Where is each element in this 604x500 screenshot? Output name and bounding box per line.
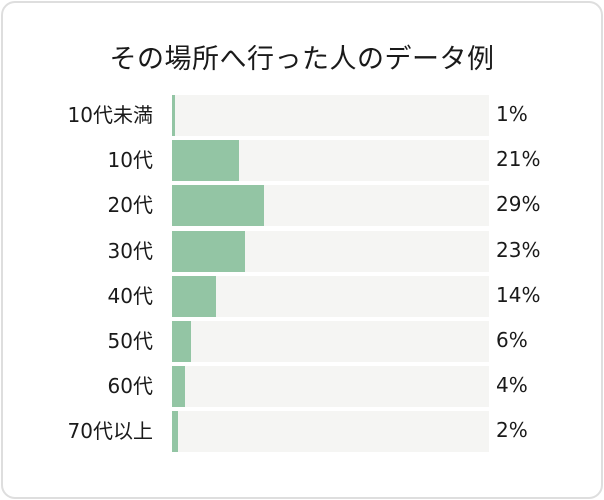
bar-row: 40代 14% [3, 275, 604, 317]
bar [172, 366, 185, 408]
category-label: 10代 [107, 148, 153, 173]
bar [172, 320, 192, 362]
value-label: 1% [496, 102, 528, 126]
bar-row: 10代未満 1% [3, 95, 604, 136]
bar [172, 275, 217, 317]
bar-track [172, 230, 489, 272]
category-label: 10代未満 [67, 103, 153, 127]
bar-rows: 10代未満 1% 10代 21% 20代 29% 30代 23% 40代 14%… [3, 95, 604, 457]
bar-row: 60代 4% [3, 366, 604, 408]
category-label: 30代 [107, 238, 153, 263]
bar-track [172, 411, 489, 453]
value-label: 21% [496, 147, 541, 172]
bar-row: 10代 21% [3, 140, 604, 182]
bar-track [172, 275, 489, 317]
bar-row: 30代 23% [3, 230, 604, 272]
value-label: 23% [496, 237, 541, 262]
category-label: 50代 [107, 328, 153, 353]
bar-track [172, 140, 489, 182]
bar-track [172, 366, 489, 408]
value-label: 14% [496, 282, 541, 307]
category-label: 60代 [107, 374, 153, 399]
bar [172, 140, 239, 182]
bar-row: 70代以上 2% [3, 411, 604, 453]
bar [172, 95, 176, 136]
value-label: 4% [496, 373, 528, 398]
value-label: 6% [496, 327, 528, 352]
bar-row: 50代 6% [3, 320, 604, 362]
value-label: 2% [496, 418, 528, 443]
chart-title: その場所へ行った人のデータ例 [109, 44, 495, 75]
bar-track [172, 185, 489, 227]
value-label: 29% [496, 192, 541, 217]
category-label: 20代 [107, 193, 153, 218]
bar [172, 185, 264, 227]
bar-track [172, 320, 489, 362]
bar [172, 411, 179, 453]
bar [172, 230, 245, 272]
bar-track [172, 95, 489, 136]
category-label: 70代以上 [67, 419, 153, 444]
category-label: 40代 [107, 283, 153, 308]
bar-row: 20代 29% [3, 185, 604, 227]
